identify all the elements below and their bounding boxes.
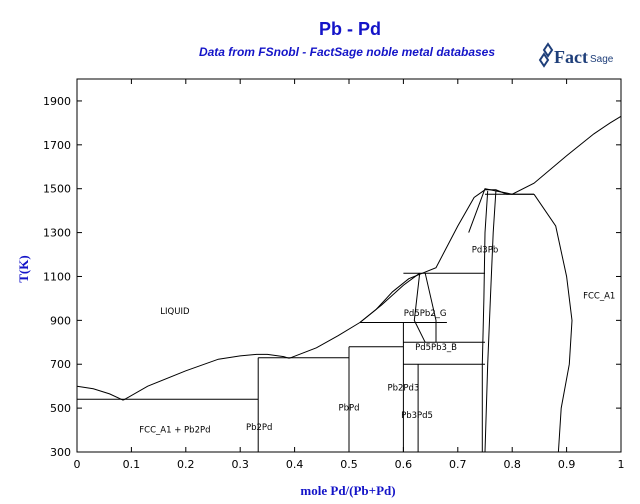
x-tick-label: 0.2 xyxy=(177,458,195,471)
y-tick-label: 300 xyxy=(50,446,71,459)
y-tick-label: 1900 xyxy=(43,95,71,108)
region-label: Pb2Pd3 xyxy=(387,384,419,394)
y-axis: 300 500 700 900 1100 1300 1500 1700 1900 xyxy=(43,95,621,459)
x-tick-label: 0 xyxy=(74,458,81,471)
y-axis-title: T(K) xyxy=(16,255,31,282)
y-tick-label: 1700 xyxy=(43,139,71,152)
svg-text:Sage: Sage xyxy=(590,54,614,65)
phase-boundary-line xyxy=(481,190,489,452)
y-tick-label: 1300 xyxy=(43,227,71,240)
x-axis: 0 0.1 0.2 0.3 0.4 0.5 0.6 0.7 0.8 0.9 1 xyxy=(74,79,625,471)
region-label: Pb3Pd5 xyxy=(401,411,433,421)
region-label: Pb2Pd xyxy=(246,423,272,433)
x-tick-label: 0.3 xyxy=(231,458,249,471)
region-labels: LIQUID FCC_A1 FCC_A1 + Pb2Pd Pb2Pd PbPd Pb2Pd… xyxy=(139,245,615,435)
phase-boundary-line xyxy=(76,385,124,401)
phase-boundary-line xyxy=(122,353,290,401)
region-label: Pd5Pb3_B xyxy=(415,343,457,353)
y-tick-label: 1500 xyxy=(43,183,71,196)
x-tick-label: 0.7 xyxy=(449,458,467,471)
region-label: Pd5Pb2_G xyxy=(404,309,447,319)
factsage-logo: Fact Sage xyxy=(538,42,614,68)
x-tick-label: 0.8 xyxy=(503,458,521,471)
phase-boundary-line xyxy=(424,273,437,343)
region-label: LIQUID xyxy=(160,307,190,317)
region-label: PbPd xyxy=(338,403,359,413)
svg-text:Fact: Fact xyxy=(554,47,588,67)
y-tick-label: 700 xyxy=(50,358,71,371)
x-tick-label: 1 xyxy=(618,458,625,471)
phase-boundary-line xyxy=(468,188,534,233)
phase-boundary-line xyxy=(533,193,573,453)
phase-boundary-line xyxy=(289,322,361,359)
x-tick-label: 0.5 xyxy=(340,458,358,471)
y-tick-label: 1100 xyxy=(43,270,71,283)
x-tick-label: 0.6 xyxy=(395,458,413,471)
chart-subtitle: Data from FSnobl - FactSage noble metal … xyxy=(198,45,496,59)
x-tick-label: 0.4 xyxy=(286,458,304,471)
y-tick-label: 900 xyxy=(50,314,71,327)
y-tick-label: 500 xyxy=(50,402,71,415)
region-label: Pd3Pb xyxy=(472,245,498,255)
region-label: FCC_A1 xyxy=(583,291,615,301)
phase-boundary-line xyxy=(413,273,426,343)
chart-title: Pb - Pd xyxy=(319,19,381,39)
phase-boundaries xyxy=(76,115,622,453)
x-tick-label: 0.9 xyxy=(558,458,576,471)
x-axis-title: mole Pd/(Pb+Pd) xyxy=(300,483,395,498)
region-label: FCC_A1 + Pb2Pd xyxy=(139,425,210,435)
phase-boundary-line xyxy=(484,190,497,453)
x-tick-label: 0.1 xyxy=(123,458,141,471)
